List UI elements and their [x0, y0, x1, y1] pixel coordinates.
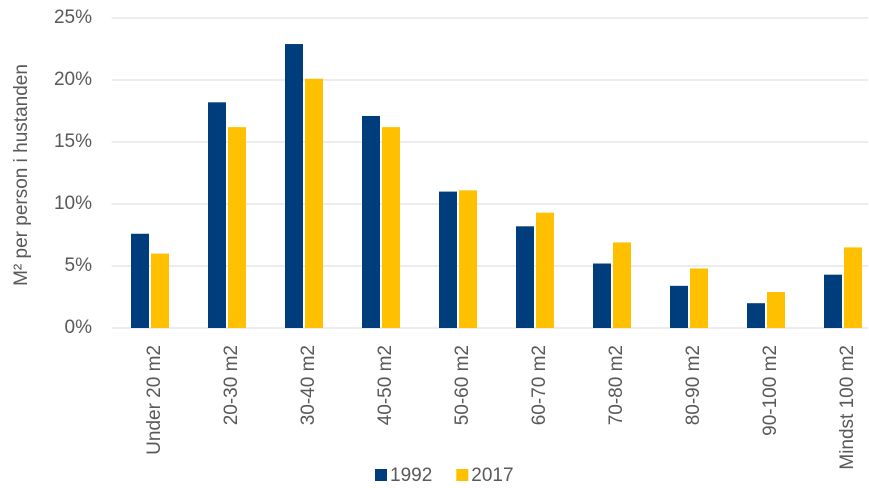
bar	[690, 268, 708, 328]
bar	[131, 233, 149, 328]
x-tick-label: 60-70 m2	[529, 345, 550, 425]
legend-swatch	[375, 469, 387, 481]
bar	[767, 292, 785, 328]
y-tick-label: 0%	[65, 317, 93, 338]
x-tick-label: 40-50 m2	[375, 345, 396, 425]
bar	[593, 263, 611, 328]
y-tick-label: 20%	[54, 69, 92, 90]
bar	[516, 226, 534, 328]
y-tick-label: 25%	[54, 7, 92, 28]
bar	[439, 191, 457, 328]
bar	[670, 285, 688, 328]
bar	[305, 78, 323, 328]
bar	[613, 242, 631, 328]
x-tick-label: 30-40 m2	[298, 345, 319, 425]
legend-label: 2017	[471, 465, 513, 486]
bar	[536, 212, 554, 328]
x-tick-label: 20-30 m2	[221, 345, 242, 425]
legend-swatch	[456, 469, 469, 481]
y-tick-label: 10%	[54, 193, 92, 214]
y-tick-label: 5%	[65, 255, 93, 276]
bar	[459, 190, 477, 328]
bar	[208, 102, 226, 328]
bar	[151, 253, 169, 328]
legend-label: 1992	[390, 465, 432, 486]
bar	[362, 115, 380, 329]
bar	[844, 247, 862, 328]
y-axis-label: M² per person i hustanden	[11, 64, 32, 286]
y-tick-label: 15%	[54, 131, 92, 152]
bar	[228, 127, 246, 329]
bar	[747, 303, 765, 328]
bar	[285, 44, 303, 328]
bar	[824, 274, 842, 328]
bar	[382, 127, 400, 329]
x-tick-label: Under 20 m2	[144, 345, 165, 455]
x-tick-label: 80-90 m2	[683, 345, 704, 425]
x-tick-label: 90-100 m2	[760, 345, 781, 436]
x-tick-label: 70-80 m2	[606, 345, 627, 425]
x-tick-label: 50-60 m2	[452, 345, 473, 425]
x-tick-label: Mindst 100 m2	[837, 345, 858, 470]
